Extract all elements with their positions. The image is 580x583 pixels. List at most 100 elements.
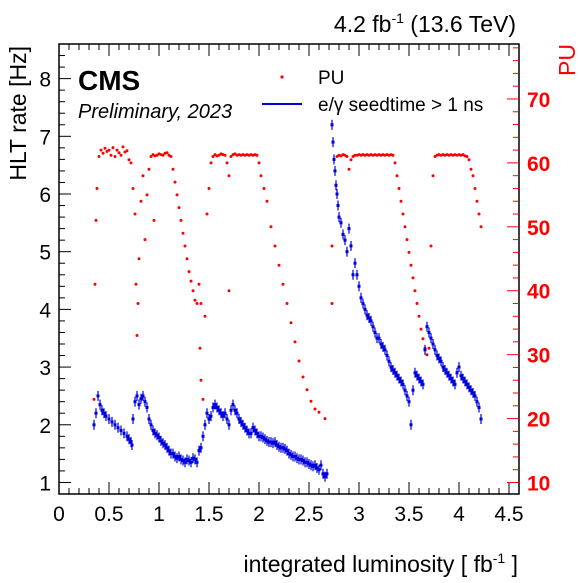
rate-point (453, 382, 457, 386)
rate-point (423, 348, 427, 352)
x-tick-label: 1.5 (194, 503, 223, 526)
rate-point (281, 446, 285, 450)
rate-point (231, 403, 235, 407)
pu-point (229, 155, 233, 158)
rate-point (409, 423, 413, 427)
pu-point (417, 314, 421, 318)
pu-point (397, 187, 401, 190)
pu-point (177, 206, 181, 210)
rate-point (291, 455, 295, 458)
y2-tick-label: 60 (527, 153, 550, 176)
pu-point (193, 298, 197, 302)
rate-point (419, 380, 423, 383)
pu-point (109, 153, 113, 157)
pu-point (391, 153, 395, 157)
rate-point (102, 411, 106, 415)
rate-point (393, 371, 397, 375)
rate-point (195, 460, 199, 464)
rate-point (257, 434, 261, 438)
rate-point (289, 453, 293, 457)
rate-point (217, 408, 221, 412)
rate-point (373, 331, 377, 334)
rate-point (397, 377, 401, 381)
rate-point (94, 411, 98, 415)
pu-point (119, 153, 123, 157)
pu-point (199, 378, 203, 382)
pu-point (127, 158, 131, 162)
rate-point (239, 420, 243, 424)
pu-point (405, 238, 409, 242)
rate-point (165, 446, 169, 450)
legend-rate-label: e/γ seedtime > 1 ns (318, 95, 483, 116)
rate-point (303, 460, 307, 464)
lumi-label: 4.2 fb-1 (13.6 TeV) (334, 10, 516, 37)
y2-axis-title: PU (554, 44, 580, 76)
pu-point (195, 302, 199, 305)
rate-point (181, 459, 185, 462)
y-tick-label: 3 (39, 357, 51, 380)
rate-point (367, 316, 371, 320)
pu-point (97, 155, 101, 158)
rate-point (203, 423, 207, 427)
pu-point (133, 212, 137, 216)
rate-point (227, 423, 231, 427)
rate-point (159, 439, 163, 443)
rate-point (427, 331, 431, 334)
rate-point (381, 345, 385, 349)
rate-point (435, 354, 439, 357)
pu-point (409, 263, 413, 267)
rate-point (145, 406, 149, 409)
rate-point (269, 440, 273, 444)
rate-point (221, 414, 225, 418)
rate-point (261, 436, 265, 439)
pu-point (197, 282, 201, 286)
x-tick-label: 3.5 (394, 503, 423, 526)
rate-point (461, 377, 465, 381)
pu-point (103, 146, 107, 150)
pu-point (259, 174, 263, 178)
rate-point (119, 429, 123, 432)
pu-point (145, 193, 149, 197)
pu-point (305, 388, 309, 392)
pu-point (273, 244, 277, 248)
rate-point (399, 380, 403, 383)
rate-point (161, 441, 165, 445)
pu-point (93, 282, 97, 286)
rate-point (183, 460, 187, 464)
legend: PU e/γ seedtime > 1 ns (262, 68, 483, 116)
pu-point (429, 244, 433, 248)
rate-point (387, 359, 391, 363)
rate-point (199, 446, 203, 450)
pu-point (285, 302, 289, 305)
rate-point (137, 403, 141, 407)
pu-point (469, 167, 473, 171)
pu-point (257, 161, 261, 165)
pu-point (473, 187, 477, 190)
x-tick-label: 1 (153, 503, 165, 526)
rate-point (301, 459, 305, 462)
pu-point (201, 397, 205, 401)
rate-point (471, 391, 475, 395)
rate-point (211, 406, 215, 409)
rate-point (425, 325, 429, 329)
rate-point (223, 411, 227, 415)
pu-point (317, 410, 321, 414)
y-tick-label: 1 (39, 472, 51, 495)
rate-point (259, 434, 263, 438)
rate-point (401, 382, 405, 386)
rate-point (361, 302, 365, 306)
rate-point (336, 204, 340, 207)
rate-point (113, 423, 117, 427)
rate-point (277, 445, 281, 449)
rate-point (167, 449, 171, 453)
rate-point (122, 431, 126, 435)
y2-tick-label: 50 (527, 217, 550, 240)
rate-point (283, 447, 287, 451)
pu-point (99, 148, 103, 152)
pu-point (121, 145, 125, 149)
rate-point (459, 374, 463, 378)
x-tick-label: 4 (453, 503, 465, 526)
pu-point (467, 158, 471, 162)
rate-point (129, 440, 133, 444)
